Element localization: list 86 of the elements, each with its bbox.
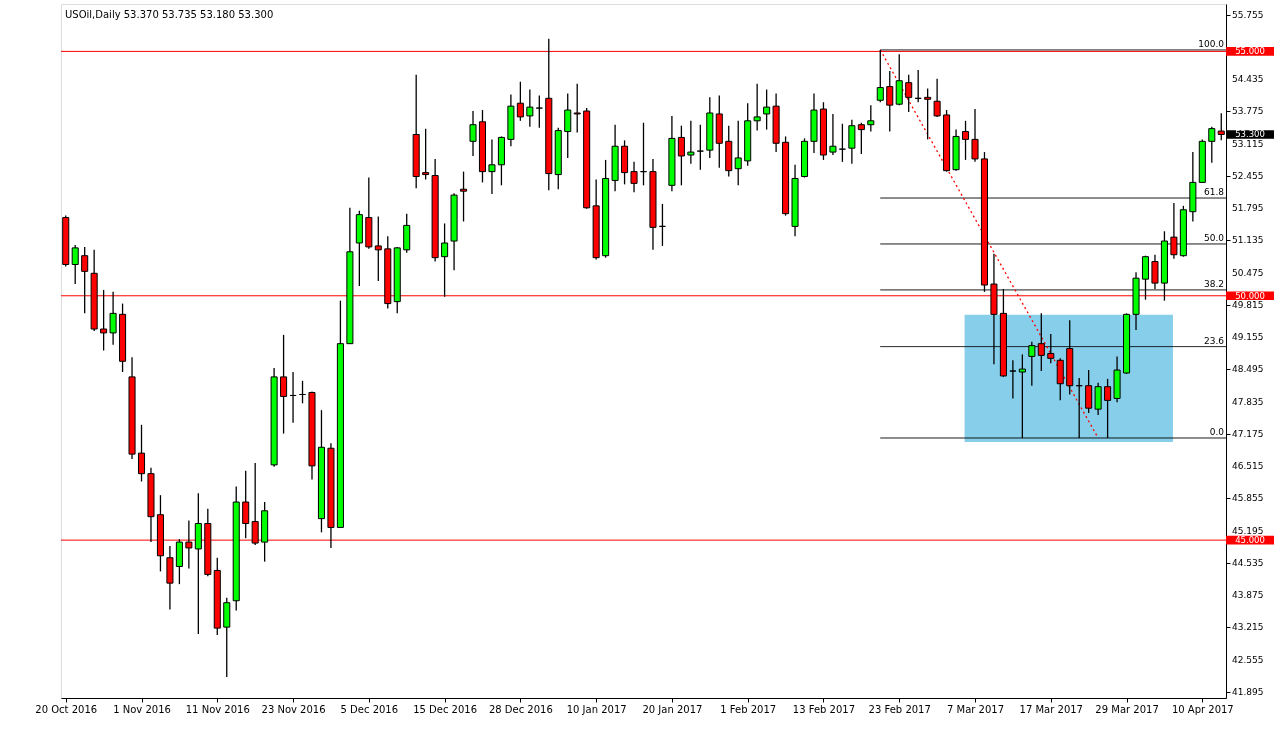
y-tick-label: 47.835 [1232,396,1264,407]
y-tick-label: 46.515 [1232,461,1264,472]
y-tick-label: 42.555 [1232,654,1264,665]
x-tick-label: 1 Nov 2016 [113,703,171,715]
candlestick [848,119,856,165]
y-tick-label: 43.875 [1232,590,1264,601]
candlestick [488,138,496,195]
candlestick [857,122,865,155]
annotation: 61.8 [1203,187,1225,198]
annotation: 100.0 [1198,38,1225,49]
x-tick-label: 15 Dec 2016 [413,703,478,715]
y-tick-label: 47.175 [1232,428,1264,439]
candlestick [422,127,430,181]
x-tick-label: 1 Feb 2017 [720,703,777,715]
candlestick [137,424,146,483]
candlestick [469,110,477,157]
y-tick-label: 41.895 [1232,686,1264,697]
candlestick [933,78,941,118]
candlestick [1094,382,1102,416]
ref-line-label: 45.000 [1235,535,1265,546]
x-tick-label: 10 Jan 2017 [566,703,627,715]
candlestick [962,120,970,161]
candlestick [630,161,638,193]
x-tick-label: 29 Mar 2017 [1095,703,1159,715]
y-tick-label: 51.795 [1232,203,1264,214]
y-tick-label: 50.475 [1232,267,1264,278]
x-tick-label: 17 Mar 2017 [1019,703,1083,715]
annotation: 50.0 [1203,232,1225,243]
annotation: 38.2 [1203,278,1224,289]
candlestick [573,83,581,134]
y-tick-label: 48.495 [1232,364,1264,375]
x-tick-label: 13 Feb 2017 [792,703,856,715]
y-tick-label: 51.135 [1232,235,1264,246]
candlestick [687,120,695,165]
candlestick [763,88,771,131]
y-tick-label: 45.195 [1232,525,1264,536]
candlestick [895,53,903,106]
candlestick [734,120,742,186]
ref-line-label: 50.000 [1235,290,1265,301]
y-tick-label: 53.115 [1232,138,1264,149]
x-tick-label: 23 Feb 2017 [868,703,931,715]
chart-title: USOil,Daily 53.370 53.735 53.180 53.300 [65,9,274,20]
x-tick-label: 23 Nov 2016 [261,703,326,715]
candlestick [677,125,685,186]
candlestick [971,108,979,163]
y-tick-label: 45.855 [1232,493,1264,504]
y-tick-label: 54.435 [1232,74,1264,85]
y-tick-label: 43.215 [1232,622,1264,633]
candlestick [1056,357,1064,402]
x-tick-label: 5 Dec 2016 [340,703,399,715]
y-tick-label: 55.755 [1232,9,1264,20]
candlestick [1009,359,1017,400]
candlestick [924,87,932,141]
x-tick-label: 20 Jan 2017 [642,703,703,715]
candlestick [886,70,894,133]
y-tick-label: 52.455 [1232,170,1264,181]
candlestick [1208,126,1216,164]
candlestick [867,104,875,133]
x-tick-label: 11 Nov 2016 [185,703,250,715]
candlestick [564,92,572,159]
candlestick [71,244,79,285]
x-tick-label: 28 Dec 2016 [488,703,553,715]
y-tick-label: 49.815 [1232,299,1264,310]
candlestick [829,113,837,156]
annotation: 0.0 [1209,426,1225,437]
x-tick-label: 20 Oct 2016 [35,703,98,715]
candlestick [516,81,524,122]
ref-line-label: 55.000 [1235,46,1265,57]
x-tick-label: 10 Apr 2017 [1171,703,1234,715]
candlestick [441,222,449,298]
y-tick-label: 53.775 [1232,106,1264,117]
text: 53.300 [1235,129,1265,140]
candlestick [753,83,761,132]
candlestick [526,88,534,128]
candlestick [696,124,704,171]
y-tick-label: 49.155 [1232,332,1264,343]
candlestick [109,291,117,346]
annotation: 23.6 [1203,335,1225,346]
y-tick-label: 44.535 [1232,557,1264,568]
candlestick [905,74,913,113]
x-tick-label: 7 Mar 2017 [946,703,1005,715]
candlestick [1085,369,1093,414]
candlestick [460,170,468,223]
candlestick [535,94,543,129]
candlestick [374,215,382,282]
candlestick [280,334,288,435]
